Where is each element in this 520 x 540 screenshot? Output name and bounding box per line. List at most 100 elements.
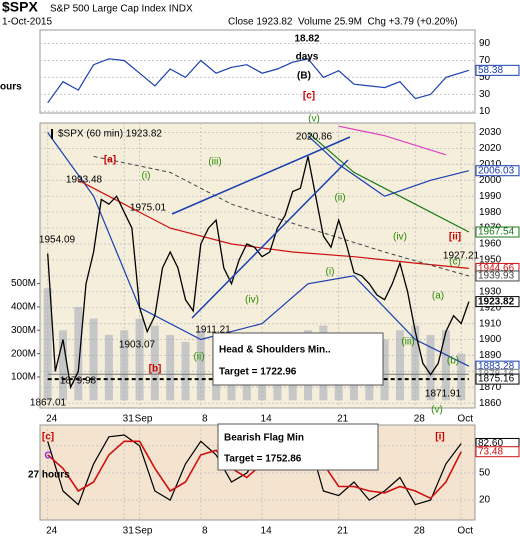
x-tick-label: 31 — [123, 414, 135, 425]
annotation: 2020.86 — [296, 132, 333, 143]
x-tick-label: Sep — [135, 526, 153, 537]
date: 1-Oct-2015 — [2, 17, 52, 28]
value-tag-label: 2006.03 — [478, 165, 515, 176]
value-tag-label: 1944.66 — [478, 263, 515, 274]
y2-tick-label: 300M — [11, 325, 36, 336]
annotation: Target = 1722.96 — [219, 367, 297, 378]
annotation: [ii] — [449, 232, 461, 243]
annotation: (iii) — [401, 337, 414, 348]
x-tick-label: 28 — [414, 526, 426, 537]
x-tick-label: 24 — [46, 526, 58, 537]
y2-tick-label: 500M — [11, 278, 36, 289]
y2-tick-label: 200M — [11, 348, 36, 359]
annotation: [c] — [303, 91, 315, 102]
x-tick-label: 14 — [261, 414, 273, 425]
annotation: 1954.09 — [39, 235, 76, 246]
value-tag-label: 1967.54 — [478, 227, 515, 238]
annotation: 1903.07 — [119, 340, 156, 351]
x-tick-label: 14 — [261, 526, 273, 537]
annotation: (iii) — [208, 157, 221, 168]
annotation-box — [217, 423, 379, 471]
y-tick-label: 10 — [479, 106, 491, 117]
symbol: $SPX — [2, 0, 38, 15]
annotation: [c] — [42, 432, 54, 443]
index-name: S&P 500 Large Cap Index INDX — [50, 4, 193, 15]
series-line — [47, 440, 462, 500]
volume-bar — [411, 325, 420, 401]
y-tick-label: 1890 — [479, 350, 502, 361]
annotation: Head & Shoulders Min.. — [219, 345, 331, 356]
annotation: 27 hours — [28, 470, 70, 481]
annotation: 18.82 — [294, 34, 319, 45]
y2-tick-label: 400M — [11, 302, 36, 313]
panel — [40, 43, 475, 112]
value-tag — [475, 226, 520, 238]
annotation: 1993.48 — [66, 175, 103, 186]
annotation: (v) — [308, 114, 320, 125]
annotation: 1871.91 — [425, 389, 462, 400]
x-tick-label: 28 — [414, 414, 426, 425]
trendline — [171, 136, 351, 215]
annotation: (b) — [447, 356, 459, 367]
volume-bar — [58, 330, 67, 401]
value-tag-label: 1923.82 — [478, 296, 515, 307]
volume-bar — [104, 334, 113, 401]
volume-bar — [135, 318, 144, 401]
volume-bar — [166, 334, 175, 401]
annotation: 1867.01 — [30, 398, 67, 409]
annotation: days — [296, 52, 319, 63]
x-tick-label: Oct — [457, 414, 473, 425]
annotation: 1927.21 — [443, 251, 480, 262]
y-tick-label: 1960 — [479, 239, 502, 250]
series-line — [307, 132, 470, 233]
volume-bar — [395, 330, 404, 401]
value-tag — [475, 64, 520, 76]
annotation: (iv) — [245, 295, 259, 306]
volume-bar — [380, 339, 389, 401]
volume-bar — [196, 330, 205, 401]
y-tick-label: 50 — [479, 468, 491, 479]
y-tick-label: 1920 — [479, 302, 502, 313]
volume-bar — [181, 341, 190, 401]
annotation: (B) — [297, 71, 311, 82]
y-tick-label: 1990 — [479, 191, 502, 202]
value-tag — [475, 373, 520, 385]
series-line — [307, 135, 470, 197]
x-tick-label: Oct — [457, 526, 473, 537]
y-tick-label: 50 — [479, 72, 491, 83]
annotation: (c) — [449, 257, 461, 268]
annotation: [i] — [435, 432, 444, 443]
volume-bar — [120, 330, 129, 401]
annotation: Target = 1752.86 — [224, 454, 302, 465]
y-tick-label: 2010 — [479, 159, 502, 170]
x-tick-label: 21 — [337, 526, 349, 537]
volume-bar — [43, 288, 52, 401]
x-tick-label: 24 — [46, 414, 58, 425]
annotation: [b] — [149, 364, 162, 375]
volume-bar — [441, 330, 450, 401]
y-tick-label: 2000 — [479, 175, 502, 186]
annotation: (ii) — [334, 193, 345, 204]
series-line — [47, 132, 470, 367]
value-tag — [475, 270, 520, 282]
x-tick-label: 31 — [123, 526, 135, 537]
annotation: (iv) — [393, 232, 407, 243]
annotation: (i) — [326, 267, 335, 278]
volume-bar — [426, 334, 435, 401]
y-tick-label: 1980 — [479, 207, 502, 218]
annotation: 1975.01 — [130, 203, 167, 214]
y-tick-label: 90 — [479, 38, 491, 49]
annotation: Bearish Flag Min — [224, 433, 304, 444]
y2-tick-label: 100M — [11, 372, 36, 383]
series-line — [93, 155, 470, 277]
value-tag-label: 73.48 — [478, 446, 503, 457]
y-tick-label: 1860 — [479, 398, 502, 409]
x-tick-label: 8 — [202, 414, 208, 425]
value-tag — [475, 446, 520, 458]
series-line — [47, 58, 470, 104]
legend-label: $SPX (60 min) 1923.82 — [58, 129, 162, 140]
stats: Close 1923.82 Volume 25.9M Chg +3.79 (+0… — [228, 17, 458, 28]
value-tag-label: 1939.93 — [478, 271, 515, 282]
value-tag-label: 82.60 — [478, 438, 503, 449]
value-tag — [475, 296, 520, 308]
